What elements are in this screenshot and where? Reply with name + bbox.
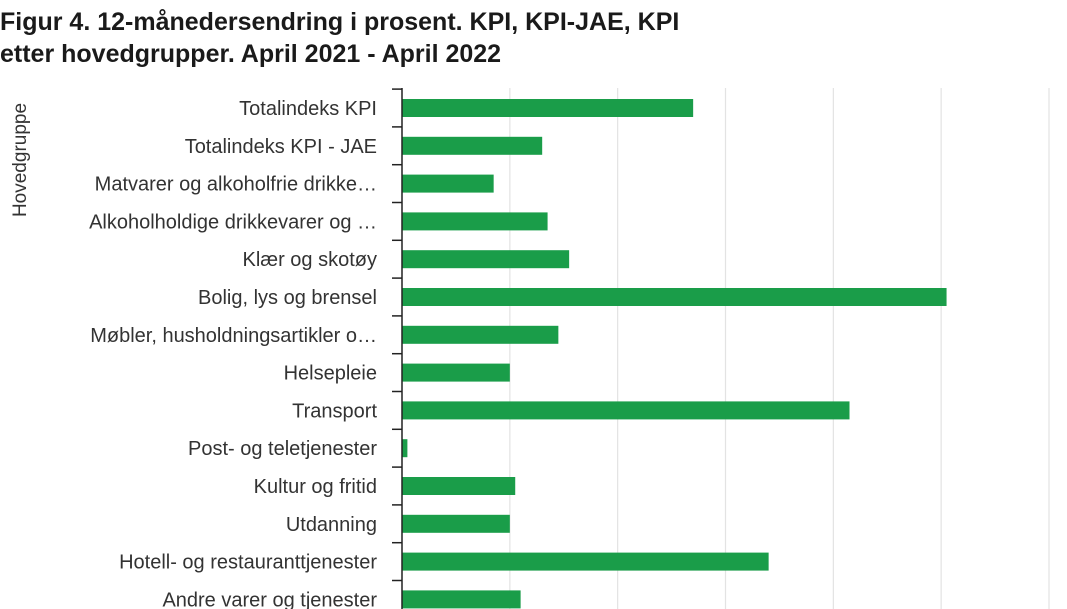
bar (402, 477, 516, 495)
bar (402, 363, 510, 382)
chart-title: Figur 4. 12-månedersendring i prosent. K… (0, 6, 1000, 70)
chart-title-line-2: etter hovedgrupper. April 2021 - April 2… (0, 40, 502, 68)
bar (402, 212, 548, 231)
bar (402, 514, 510, 533)
category-label: Totalindeks KPI (239, 98, 377, 120)
category-label: Hotell- og restauranttjenester (119, 552, 377, 574)
bars (402, 99, 947, 609)
y-axis-title: Hovedgruppe (10, 103, 31, 217)
bar (402, 136, 543, 155)
bar (402, 401, 850, 420)
category-label: Bolig, lys og brensel (198, 287, 377, 309)
chart-title-line-1: Figur 4. 12-månedersendring i prosent. K… (0, 8, 680, 36)
category-label: Matvarer og alkoholfrie drikke… (95, 174, 377, 196)
category-label: Helsepleie (284, 363, 377, 385)
category-label: Alkoholholdige drikkevarer og … (89, 211, 377, 233)
bar (402, 439, 408, 458)
category-label: Kultur og fritid (254, 476, 377, 498)
y-axis (392, 88, 403, 609)
category-label: Totalindeks KPI - JAE (185, 136, 377, 158)
bar (402, 325, 559, 344)
bar (402, 99, 694, 117)
category-labels: Totalindeks KPI Totalindeks KPI - JAE Matv… (89, 98, 377, 609)
bar (402, 288, 947, 306)
bar (402, 250, 570, 269)
category-label: Post- og teletjenester (188, 438, 377, 460)
bar (402, 590, 521, 609)
category-label: Andre varer og tjenester (162, 589, 377, 609)
bar (402, 552, 769, 571)
gridlines (509, 88, 1050, 609)
category-label: Transport (292, 400, 377, 422)
bar (402, 174, 494, 193)
category-label: Klær og skotøy (243, 249, 377, 271)
category-label: Utdanning (286, 514, 377, 536)
category-label: Møbler, husholdningsartikler o… (90, 325, 377, 347)
